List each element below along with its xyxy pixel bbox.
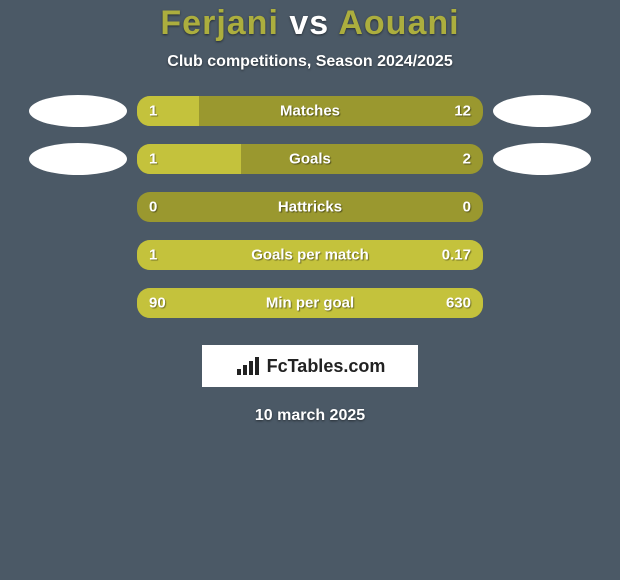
chart-row: 90630Min per goal (29, 287, 591, 319)
chart-row: 10.17Goals per match (29, 239, 591, 271)
bar-label: Hattricks (137, 199, 483, 216)
bar-track: 10.17Goals per match (137, 240, 483, 270)
oval-placeholder (493, 287, 591, 319)
player-oval-left (29, 143, 127, 175)
bar-fill-right (185, 288, 483, 318)
player-oval-left (29, 95, 127, 127)
title-vs: vs (289, 4, 329, 42)
comparison-infographic: Ferjani vs Aouani Club competitions, Sea… (0, 0, 620, 580)
chart-row: 0 0Hattricks (29, 191, 591, 223)
bar-chart-icon (235, 355, 263, 377)
bar-fill-left (137, 240, 407, 270)
bar-value-left: 1 (149, 151, 157, 168)
player-oval-right (493, 95, 591, 127)
bar-value-left: 1 (149, 247, 157, 264)
oval-placeholder (29, 287, 127, 319)
bar-value-left: 90 (149, 295, 166, 312)
comparison-rows: 112Matches12Goals00Hattricks10.17Goals p… (29, 95, 591, 335)
bar-track: 112Matches (137, 96, 483, 126)
brand-badge: FcTables.com (202, 345, 418, 387)
bar-value-right: 630 (446, 295, 471, 312)
bar-value-right: 12 (454, 103, 471, 120)
bar-fill-left (137, 96, 199, 126)
oval-placeholder (29, 239, 127, 271)
bar-value-left: 0 (149, 199, 157, 216)
oval-placeholder (493, 191, 591, 223)
chart-row: 12Goals (29, 143, 591, 175)
oval-placeholder (29, 191, 127, 223)
bar-track: 0 0Hattricks (137, 192, 483, 222)
bar-value-right: 0 (463, 199, 471, 216)
bar-value-left: 1 (149, 103, 157, 120)
bar-value-right: 2 (463, 151, 471, 168)
bar-track: 90630Min per goal (137, 288, 483, 318)
bar-track: 12Goals (137, 144, 483, 174)
title-left: Ferjani (160, 4, 278, 42)
brand-text: FcTables.com (267, 356, 386, 377)
subtitle: Club competitions, Season 2024/2025 (167, 53, 452, 71)
player-oval-right (493, 143, 591, 175)
bar-value-right: 0.17 (442, 247, 471, 264)
oval-placeholder (493, 239, 591, 271)
title-right: Aouani (338, 4, 459, 42)
chart-row: 112Matches (29, 95, 591, 127)
date-label: 10 march 2025 (255, 407, 365, 425)
page-title: Ferjani vs Aouani (160, 4, 459, 43)
